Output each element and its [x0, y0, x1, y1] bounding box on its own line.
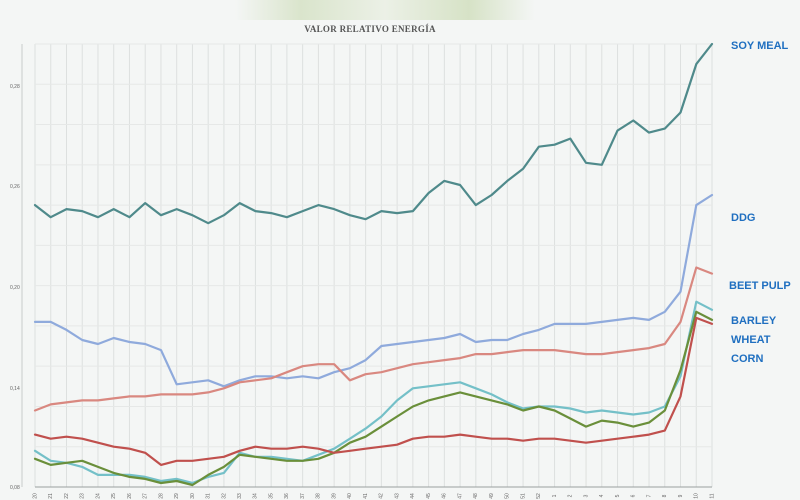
x-tick-label: 5 [615, 494, 621, 497]
axes: 20 21 22 23 24 25 26 27 28 29 30 31 32 33 34 35 36 37 38 39… [10, 44, 715, 499]
x-tick-label: 29 [174, 493, 180, 499]
x-tick-label: 6 [631, 494, 637, 497]
series-line-soy-meal [33, 42, 714, 225]
series-line-ddg [33, 193, 714, 388]
x-tick-label: 45 [426, 493, 432, 499]
series-label-corn: CORN [731, 353, 763, 365]
x-tick-label: 39 [331, 493, 337, 499]
x-tick-label: 10 [694, 493, 700, 499]
x-tick-label: 26 [127, 493, 133, 499]
x-tick-label: 21 [48, 493, 54, 499]
x-tick-label: 33 [237, 493, 243, 499]
series-line-wheat [33, 310, 714, 487]
series-line-barley [33, 300, 714, 485]
x-tick-label: 7 [646, 494, 652, 497]
x-tick-label: 24 [95, 493, 101, 499]
x-tick-label: 41 [363, 493, 369, 499]
x-tick-label: 52 [536, 493, 542, 499]
x-tick-label: 22 [64, 493, 70, 499]
x-tick-label: 42 [379, 493, 385, 499]
series-label-beet-pulp: BEET PULP [729, 280, 791, 292]
series-label-ddg: DDG [731, 212, 755, 224]
y-tick-label: 0,14 [10, 386, 20, 392]
series-line-beet-pulp [33, 266, 714, 412]
x-tick-label: 36 [284, 493, 290, 499]
x-tick-label: 3 [583, 494, 589, 497]
x-tick-label: 37 [300, 493, 306, 499]
x-tick-label: 8 [662, 494, 668, 497]
x-tick-label: 44 [410, 493, 416, 499]
x-tick-label: 23 [80, 493, 86, 499]
y-tick-label: 0,26 [10, 184, 20, 190]
x-tick-label: 9 [678, 494, 684, 497]
x-tick-label: 25 [111, 493, 117, 499]
x-tick-label: 11 [709, 493, 715, 498]
series-line-corn [33, 316, 714, 466]
x-tick-label: 28 [158, 493, 164, 499]
series-label-wheat: WHEAT [731, 334, 771, 346]
series-label-barley: BARLEY [731, 315, 777, 327]
chart-title: VALOR RELATIVO ENERGÍA [304, 24, 436, 34]
x-tick-label: 38 [316, 493, 322, 499]
y-tick-label: 0,08 [10, 485, 20, 491]
series-labels: SOY MEAL DDG BEET PULP BARLEY WHEAT CORN [729, 40, 791, 365]
x-tick-label: 51 [520, 493, 526, 499]
y-tick-label: 0,20 [10, 285, 20, 291]
y-tick-label: 0,28 [10, 84, 20, 90]
x-tick-label: 49 [489, 493, 495, 499]
x-tick-label: 40 [347, 493, 353, 499]
x-tick-label: 2 [568, 494, 574, 497]
series-lines [33, 42, 714, 487]
series-label-soy-meal: SOY MEAL [731, 40, 789, 52]
x-tick-label: 1 [552, 494, 558, 497]
x-tick-label: 20 [32, 493, 38, 499]
x-tick-label: 43 [394, 493, 400, 499]
x-tick-label: 27 [143, 493, 149, 499]
x-tick-label: 30 [190, 493, 196, 499]
x-tick-label: 31 [206, 493, 212, 499]
x-tick-label: 34 [253, 493, 259, 499]
x-tick-label: 50 [505, 493, 511, 499]
x-tick-label: 4 [599, 494, 605, 497]
x-tick-label: 46 [442, 493, 448, 499]
x-tick-label: 48 [473, 493, 479, 499]
x-tick-label: 47 [457, 493, 463, 499]
x-tick-label: 32 [221, 493, 227, 499]
x-tick-label: 35 [268, 493, 274, 499]
grid-lines [34, 43, 713, 488]
header-banner-image [235, 0, 535, 20]
